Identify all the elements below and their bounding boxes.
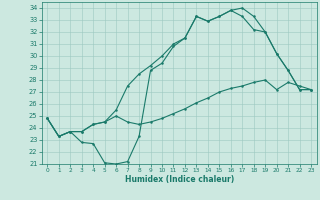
- X-axis label: Humidex (Indice chaleur): Humidex (Indice chaleur): [124, 175, 234, 184]
